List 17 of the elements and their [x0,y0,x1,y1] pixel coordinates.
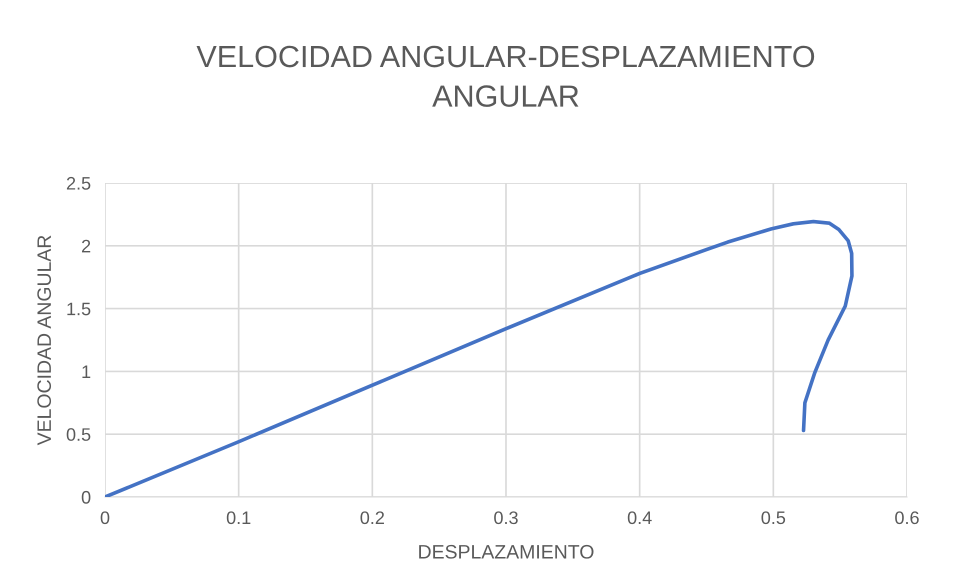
x-tick-label: 0.6 [895,511,919,524]
chart-title: VELOCIDAD ANGULAR-DESPLAZAMIENTO ANGULAR [196,46,814,107]
x-tick-label: 0.1 [226,511,250,524]
x-tick-label: 0.4 [628,511,652,524]
x-tick-label: 0.2 [360,511,384,524]
y-tick-label: 2.5 [66,176,90,190]
y-tick-label: 2 [82,240,90,252]
x-tick-label: 0.5 [761,511,786,524]
y-tick-label: 1.5 [67,302,90,316]
x-tick-label: 0 [100,511,110,524]
y-tick-label: 1 [82,366,90,378]
line-series [105,220,854,497]
y-axis-title: VELOCIDAD ANGULAR [37,236,52,446]
x-axis-title: DESPLAZAMIENTO [419,544,594,559]
x-tick-label: 0.3 [494,511,518,524]
y-tick-label: 0 [82,490,90,504]
y-tick-label: 0.5 [66,428,90,441]
